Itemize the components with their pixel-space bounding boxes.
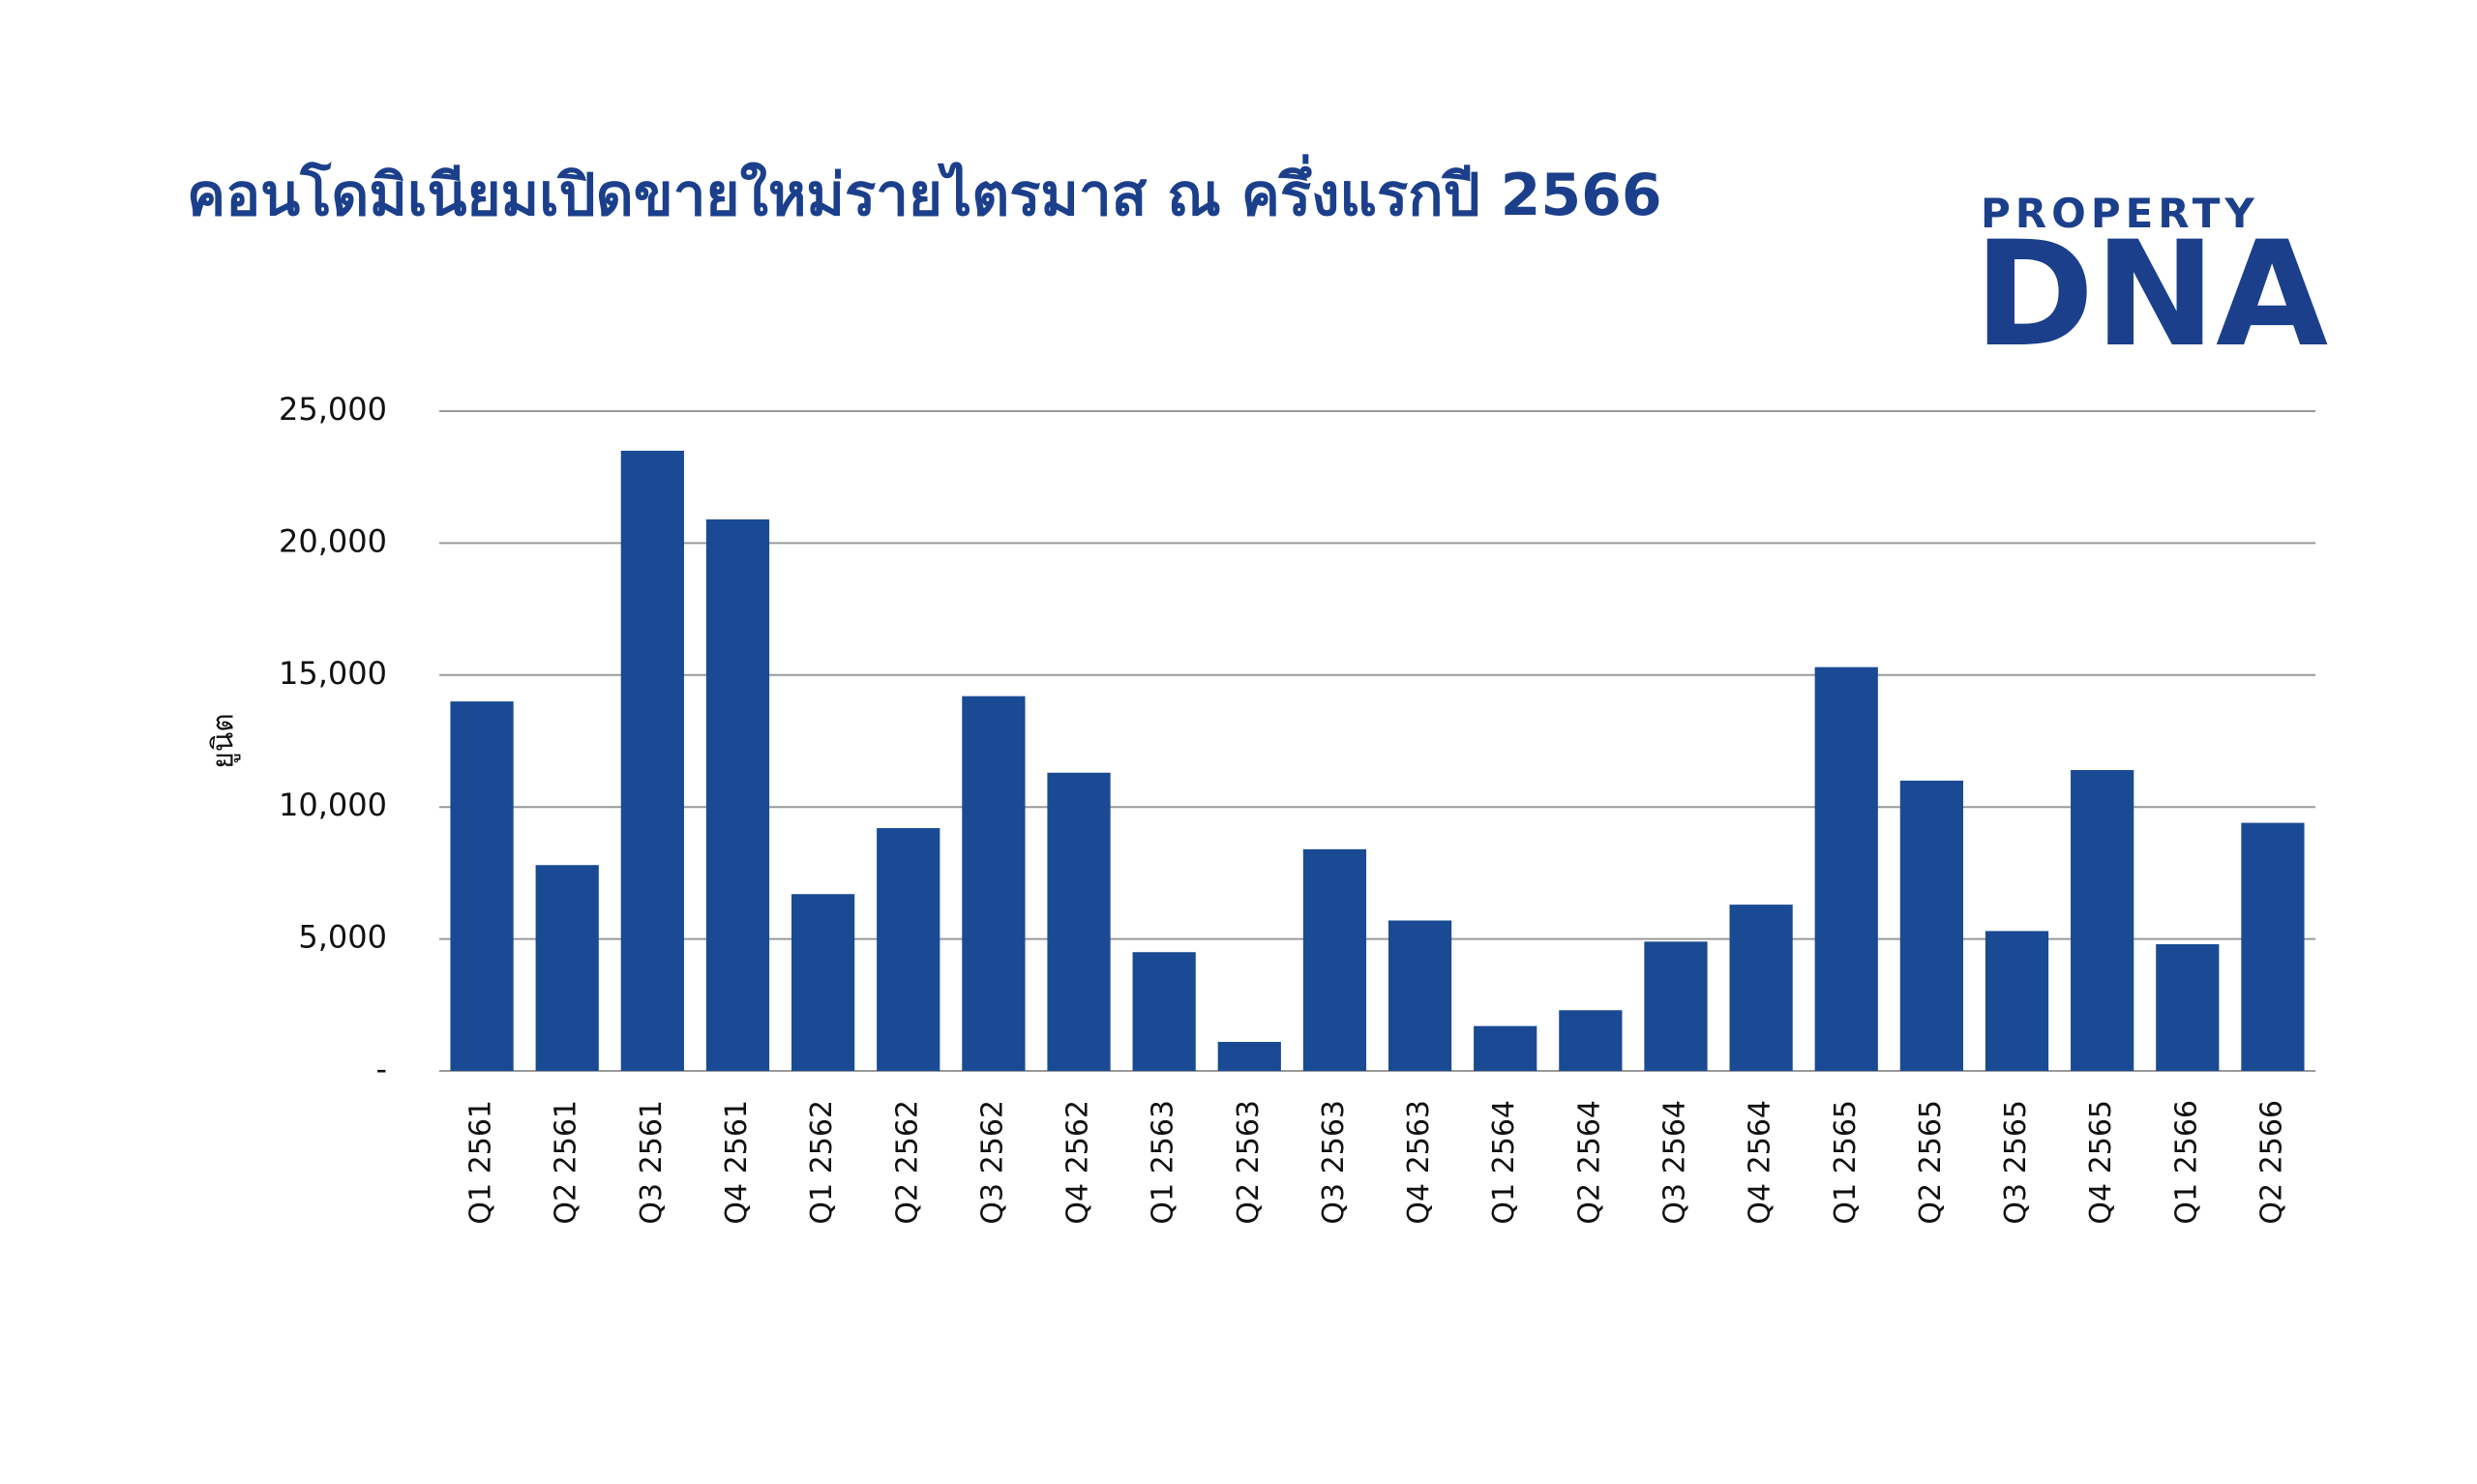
bar (2071, 770, 2134, 1071)
x-tick-label: Q2 2565 (1914, 1100, 1948, 1225)
x-tick-label: Q2 2566 (2254, 1100, 2288, 1225)
bar (962, 696, 1026, 1071)
x-tick-label: Q1 2565 (1829, 1100, 1863, 1225)
bar (1302, 848, 1367, 1071)
x-tick-label: Q1 2562 (805, 1100, 839, 1225)
x-tick-label: Q1 2564 (1487, 1100, 1521, 1225)
x-tick-label: Q1 2563 (1147, 1100, 1180, 1225)
x-tick-label: Q2 2561 (550, 1100, 583, 1225)
bar (1899, 780, 1963, 1071)
x-tick-label: Q2 2562 (890, 1100, 924, 1225)
bar (535, 865, 599, 1071)
bar (1132, 952, 1196, 1071)
y-tick-label: 5,000 (298, 919, 387, 956)
x-tick-label: Q3 2562 (975, 1100, 1009, 1225)
logo-bottom: DNA (1974, 211, 2328, 379)
bar (1814, 667, 1878, 1071)
bar (791, 894, 855, 1071)
x-tick-label: Q4 2564 (1744, 1100, 1777, 1225)
x-tick-label: Q4 2562 (1061, 1100, 1095, 1225)
bar (2156, 944, 2220, 1071)
x-tick-label: Q4 2561 (720, 1100, 754, 1225)
x-tick-label: Q1 2566 (2169, 1100, 2203, 1225)
bar (1388, 920, 1452, 1071)
bar (1729, 905, 1793, 1071)
bar (1559, 1010, 1623, 1071)
x-tick-label: Q4 2565 (2084, 1100, 2118, 1225)
chart-title: คอนโดมิเนียมเปิดขายใหม่รายไตรมาส ณ ครึ่ง… (187, 154, 1662, 229)
bar (450, 701, 514, 1071)
x-tick-label: Q4 2563 (1402, 1100, 1436, 1225)
bar (705, 519, 770, 1071)
bar (620, 450, 684, 1071)
x-tick-label: Q3 2565 (1999, 1100, 2033, 1225)
y-tick-label: - (375, 1051, 387, 1087)
bar (2241, 822, 2305, 1071)
x-tick-label: Q3 2563 (1317, 1100, 1351, 1225)
y-tick-label: 20,000 (279, 522, 387, 559)
y-tick-label: 25,000 (279, 391, 387, 428)
bar (877, 828, 940, 1071)
bar (1985, 931, 2049, 1071)
y-axis-title: ยูนิต (207, 713, 241, 769)
x-tick-label: Q3 2561 (635, 1100, 669, 1225)
logo: PROPERTY DNA (1974, 190, 2328, 379)
y-tick-label: 15,000 (279, 655, 387, 692)
x-tick-label: Q2 2563 (1232, 1100, 1266, 1225)
x-tick-label: Q2 2564 (1572, 1100, 1606, 1225)
logo-top: PROPERTY (1981, 190, 2259, 237)
bar (1047, 772, 1111, 1071)
x-tick-label: Q3 2564 (1657, 1100, 1691, 1225)
bar (1644, 941, 1708, 1071)
bar (1217, 1041, 1281, 1071)
y-tick-label: 10,000 (279, 787, 387, 823)
x-tick-label: Q1 2561 (464, 1100, 498, 1225)
bar (1474, 1025, 1537, 1071)
